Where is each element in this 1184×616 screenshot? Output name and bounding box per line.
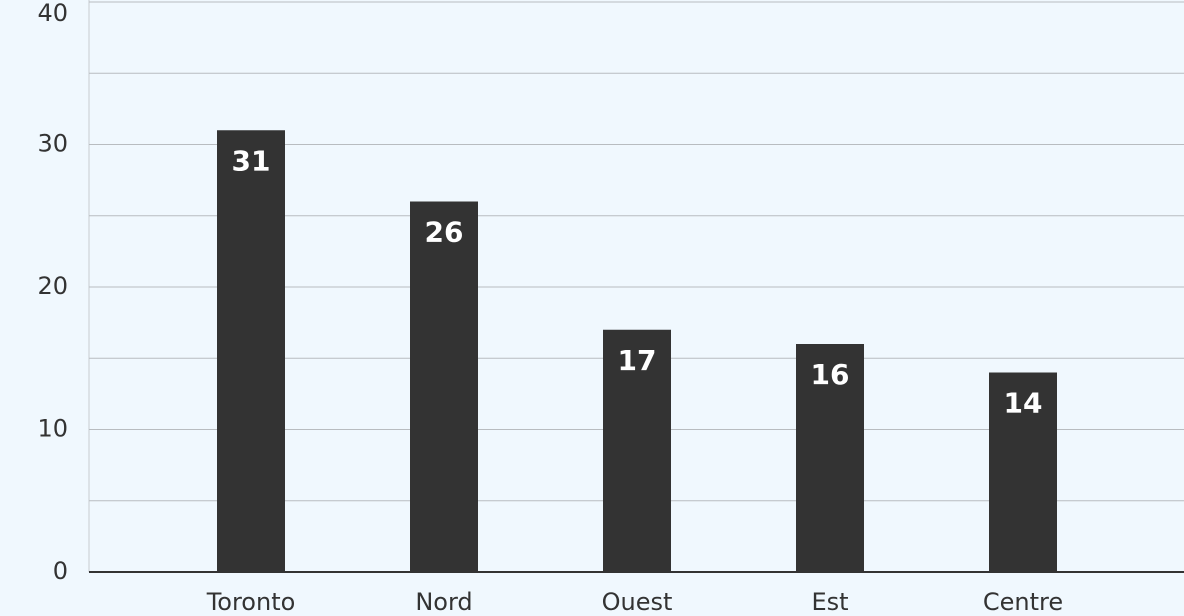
y-tick-label: 40 — [37, 0, 68, 27]
x-tick-label: Est — [811, 588, 848, 616]
value-label: 14 — [1004, 387, 1043, 420]
value-label: 31 — [232, 144, 271, 177]
x-tick-label: Ouest — [602, 588, 673, 616]
value-label: 26 — [425, 216, 464, 249]
y-tick-label: 10 — [37, 415, 68, 443]
y-tick-label: 30 — [37, 130, 68, 158]
x-tick-label: Toronto — [206, 588, 296, 616]
bar — [410, 201, 478, 572]
bar — [989, 372, 1057, 572]
value-label: 17 — [618, 344, 657, 377]
y-tick-label: 20 — [37, 272, 68, 300]
value-label: 16 — [811, 358, 850, 391]
bar — [217, 130, 285, 572]
x-tick-label: Nord — [415, 588, 472, 616]
bar — [603, 329, 671, 572]
bar — [796, 344, 864, 572]
x-tick-label: Centre — [983, 588, 1063, 616]
y-tick-label: 0 — [53, 557, 68, 585]
